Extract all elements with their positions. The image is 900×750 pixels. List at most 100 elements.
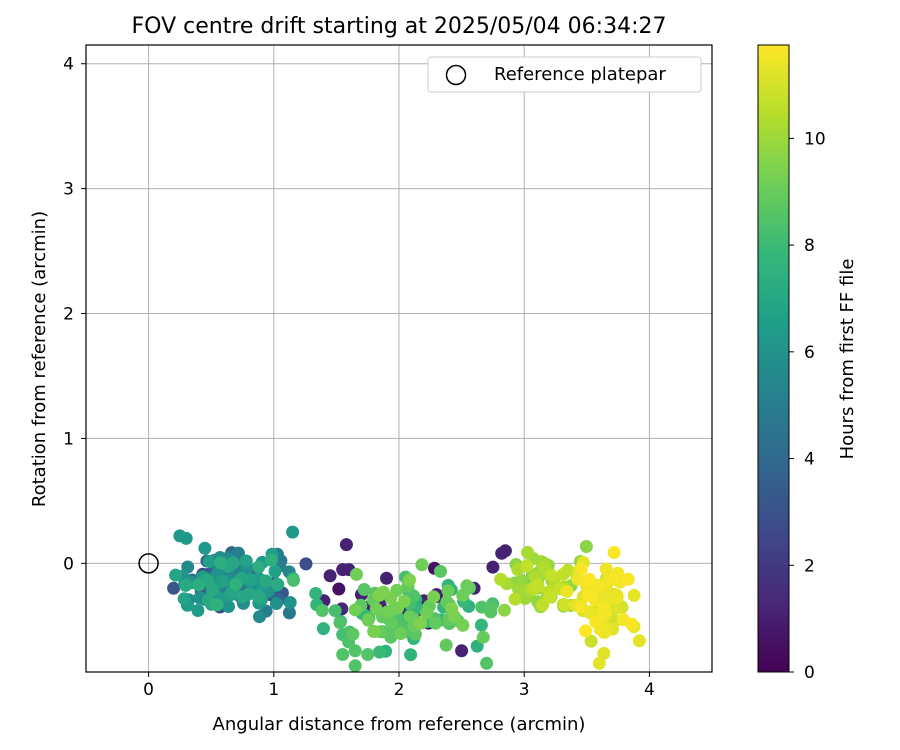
- scatter-point: [597, 646, 611, 660]
- scatter-point: [179, 578, 193, 592]
- scatter-point: [560, 584, 574, 598]
- scatter-point: [264, 553, 278, 567]
- scatter-point: [336, 648, 350, 661]
- scatter-point: [589, 615, 603, 629]
- scatter-point: [607, 571, 621, 585]
- scatter-point: [299, 557, 313, 571]
- scatter-point: [202, 555, 216, 568]
- scatter-point: [456, 588, 470, 602]
- scatter-point: [441, 584, 455, 598]
- scatter-point: [210, 598, 224, 612]
- scatter-point: [434, 564, 447, 578]
- scatter-point: [480, 656, 494, 670]
- scatter-point: [333, 616, 347, 630]
- scatter-point: [385, 616, 398, 630]
- y-tick-label: 1: [63, 429, 74, 449]
- scatter-point: [556, 567, 570, 581]
- scatter-point: [394, 627, 408, 640]
- scatter-point: [403, 573, 416, 587]
- scatter-point: [191, 604, 205, 617]
- scatter-point: [287, 573, 300, 587]
- scatter-point: [384, 630, 398, 644]
- scatter-point: [474, 618, 488, 632]
- scatter-point: [323, 569, 337, 583]
- x-axis-label: Angular distance from reference (arcmin): [213, 714, 586, 735]
- colorbar-tick-label: 10: [804, 129, 826, 149]
- scatter-point: [309, 587, 323, 600]
- scatter-point: [429, 616, 442, 630]
- scatter-point: [271, 577, 285, 591]
- x-axis-ticks: 0 1 2 3 4: [143, 672, 655, 700]
- scatter-point: [414, 616, 428, 630]
- scatter-point: [286, 525, 300, 539]
- scatter-point: [592, 656, 606, 670]
- scatter-point: [214, 556, 228, 570]
- colorbar-tick-label: 8: [804, 236, 815, 256]
- legend-marker-reference: [445, 64, 467, 86]
- scatter-point: [283, 596, 297, 609]
- x-tick-label: 2: [394, 680, 405, 700]
- scatter-point: [632, 634, 646, 648]
- scatter-point: [545, 568, 558, 582]
- scatter-point: [348, 644, 362, 658]
- scatter-point: [621, 572, 635, 586]
- colorbar-ticks: 0 2 4 6 8 10: [789, 129, 826, 683]
- scatter-point: [627, 588, 641, 602]
- scatter-point: [339, 538, 353, 552]
- y-tick-label: 0: [63, 554, 74, 574]
- colorbar-tick-label: 2: [804, 556, 815, 576]
- scatter-point: [332, 582, 346, 596]
- scatter-point: [350, 567, 363, 581]
- scatter-point: [215, 574, 229, 588]
- scatter-point: [361, 648, 375, 661]
- y-axis-label: Rotation from reference (arcmin): [29, 211, 50, 507]
- scatter-point: [177, 592, 191, 606]
- scatter-point: [169, 568, 183, 582]
- scatter-point: [497, 603, 511, 617]
- scatter-point: [373, 645, 386, 659]
- legend-box: [427, 56, 702, 93]
- scatter-point: [316, 622, 330, 636]
- scatter-point: [357, 583, 371, 596]
- scatter-point: [367, 625, 381, 638]
- scatter-point: [239, 554, 253, 568]
- scatter-point: [455, 644, 469, 658]
- scatter-point: [445, 602, 459, 616]
- scatter-point: [380, 571, 393, 585]
- scatter-point: [415, 558, 429, 572]
- scatter-point: [252, 589, 266, 603]
- scatter-point: [574, 562, 588, 576]
- scatter-point: [253, 610, 266, 624]
- x-tick-label: 0: [143, 680, 154, 700]
- scatter-point: [192, 578, 206, 592]
- scatter-point: [348, 659, 362, 673]
- scatter-point: [439, 638, 453, 652]
- scatter-point: [599, 562, 613, 576]
- scatter-point: [361, 613, 375, 627]
- colorbar: [757, 44, 790, 673]
- scatter-point: [198, 541, 212, 555]
- scatter-point: [269, 597, 283, 610]
- scatter-point: [508, 592, 522, 606]
- scatter-point: [206, 583, 220, 597]
- x-tick-label: 1: [268, 680, 279, 700]
- scatter-point: [346, 627, 360, 641]
- scatter-point: [476, 630, 490, 644]
- y-tick-label: 4: [63, 55, 74, 75]
- y-axis-ticks: 0 1 2 3 4: [63, 55, 86, 574]
- scatter-point: [599, 607, 613, 621]
- scatter-point: [179, 531, 193, 545]
- scatter-point: [222, 600, 235, 613]
- scatter-point: [282, 606, 296, 620]
- legend: Reference platepar: [427, 56, 702, 93]
- scatter-point: [268, 564, 282, 578]
- scatter-point: [495, 546, 509, 560]
- scatter-point: [404, 648, 418, 662]
- scatter-point: [579, 624, 593, 638]
- colorbar-tick-label: 0: [804, 663, 815, 683]
- scatter-point: [521, 545, 535, 559]
- colorbar-tick-label: 6: [804, 343, 815, 363]
- scatter-point: [336, 563, 350, 577]
- scatter-point: [558, 598, 572, 612]
